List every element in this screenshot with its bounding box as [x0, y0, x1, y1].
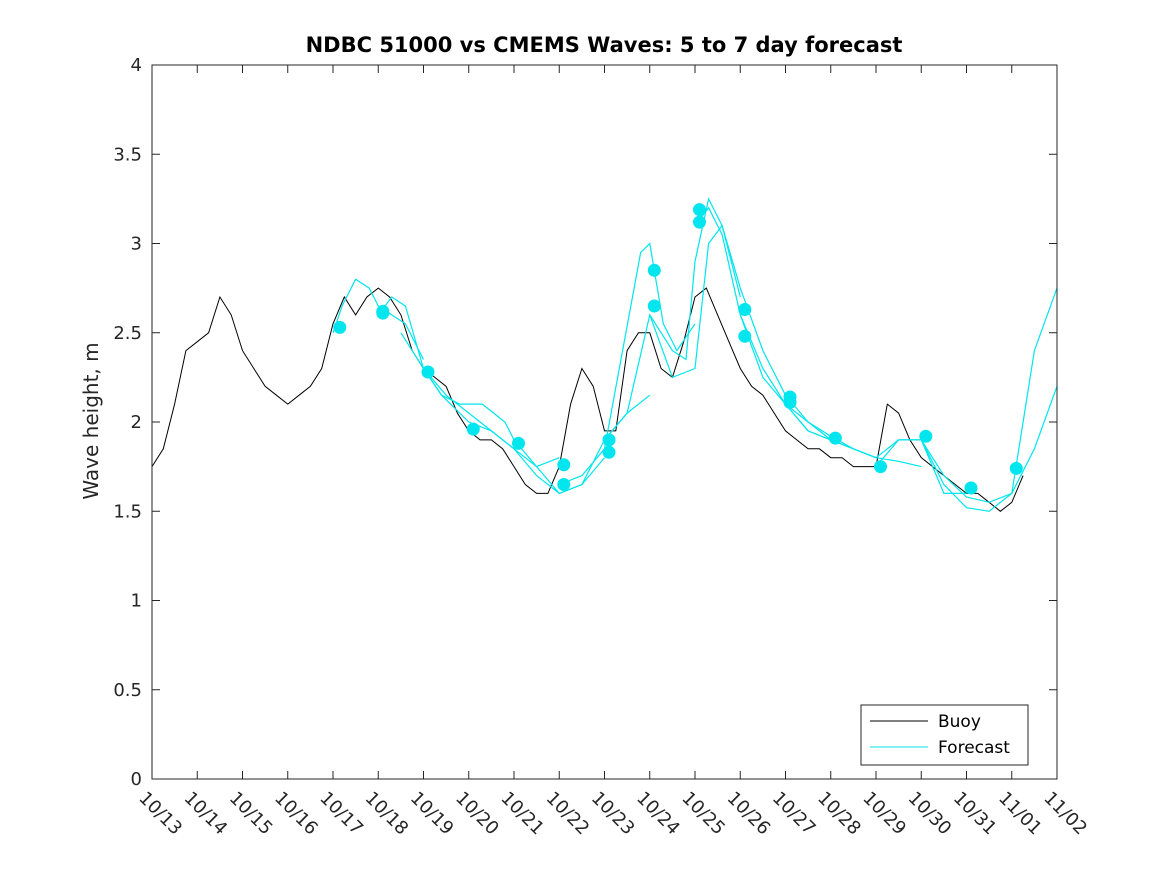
legend-forecast-label: Forecast [938, 738, 1010, 758]
y-tick-label: 1 [131, 591, 142, 612]
y-tick-label: 3.5 [113, 144, 142, 165]
forecast-marker-21 [919, 429, 933, 443]
plot-layer [151, 197, 1058, 512]
forecast-marker-6 [512, 436, 525, 450]
forecast-marker-11 [647, 263, 661, 277]
forecast-marker-15 [738, 303, 752, 316]
forecast-run-line-7 [559, 242, 696, 486]
y-axis-label: Wave height, m [79, 342, 103, 499]
y-tick-label: 1.5 [113, 501, 142, 522]
forecast-marker-19 [828, 431, 842, 445]
forecast-marker-23 [1009, 461, 1023, 475]
y-tick-label: 0 [131, 769, 142, 790]
forecast-marker-13 [693, 203, 706, 217]
forecast-marker-7 [557, 458, 571, 472]
forecast-marker-1 [333, 320, 347, 334]
forecast-marker-8 [557, 478, 571, 491]
forecast-run-line-8 [604, 197, 741, 441]
legend: Buoy Forecast [860, 704, 1029, 766]
forecast-marker-5 [466, 422, 480, 436]
forecast-marker-22 [964, 481, 978, 495]
forecast-marker-4 [421, 365, 435, 379]
plot-area [152, 65, 1057, 779]
forecast-run-line-14 [920, 386, 1058, 503]
legend-buoy-label: Buoy [938, 712, 981, 732]
forecast-run-line-13 [875, 287, 1058, 512]
forecast-marker-16 [738, 329, 752, 343]
forecast-marker-10 [602, 445, 616, 459]
forecast-marker-3 [376, 306, 390, 320]
legend-box [860, 704, 1029, 766]
forecast-marker-9 [602, 433, 616, 447]
y-tick-label: 4 [131, 55, 142, 76]
y-tick-label: 0.5 [113, 680, 142, 701]
forecast-run-line-9 [649, 224, 832, 441]
y-tick-label: 2 [131, 412, 142, 433]
forecast-marker-20 [874, 460, 887, 474]
chart-title: NDBC 51000 vs CMEMS Waves: 5 to 7 day fo… [306, 33, 903, 57]
forecast-run-line-1 [332, 278, 425, 360]
forecast-marker-18 [783, 395, 797, 409]
forecast-marker-12 [647, 299, 661, 313]
y-tick-label: 2.5 [113, 323, 142, 344]
forecast-run-line-12 [785, 403, 967, 494]
forecast-marker-14 [693, 215, 706, 229]
y-tick-label: 3 [131, 234, 142, 255]
